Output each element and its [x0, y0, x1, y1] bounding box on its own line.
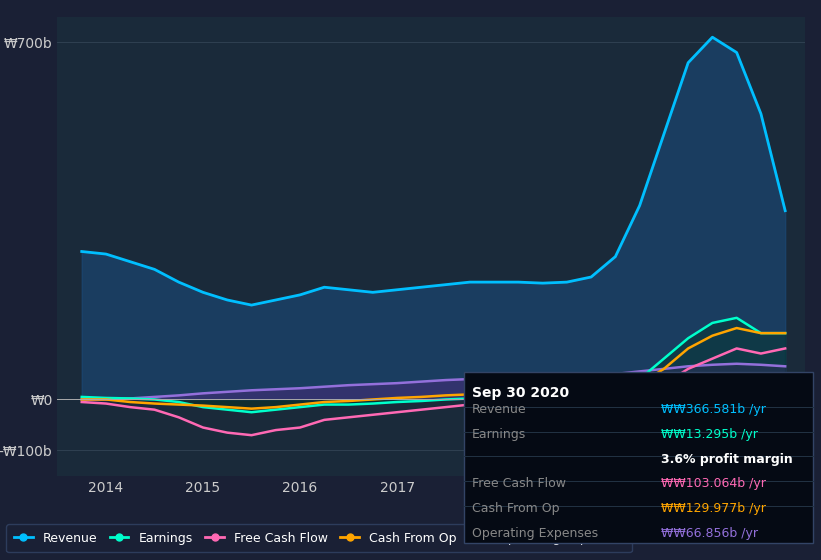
- Text: Earnings: Earnings: [472, 428, 526, 441]
- Text: ₩₩13.295b /yr: ₩₩13.295b /yr: [661, 428, 758, 441]
- Text: Cash From Op: Cash From Op: [472, 502, 560, 515]
- Text: Free Cash Flow: Free Cash Flow: [472, 477, 566, 491]
- Text: 3.6% profit margin: 3.6% profit margin: [661, 452, 792, 466]
- Text: Revenue: Revenue: [472, 403, 527, 416]
- Text: ₩₩366.581b /yr: ₩₩366.581b /yr: [661, 403, 766, 416]
- Text: Operating Expenses: Operating Expenses: [472, 527, 599, 540]
- Legend: Revenue, Earnings, Free Cash Flow, Cash From Op, Operating Expenses: Revenue, Earnings, Free Cash Flow, Cash …: [7, 524, 631, 552]
- Text: ₩₩129.977b /yr: ₩₩129.977b /yr: [661, 502, 766, 515]
- Text: Sep 30 2020: Sep 30 2020: [472, 386, 569, 400]
- Text: ₩₩103.064b /yr: ₩₩103.064b /yr: [661, 477, 766, 491]
- Text: ₩₩66.856b /yr: ₩₩66.856b /yr: [661, 527, 758, 540]
